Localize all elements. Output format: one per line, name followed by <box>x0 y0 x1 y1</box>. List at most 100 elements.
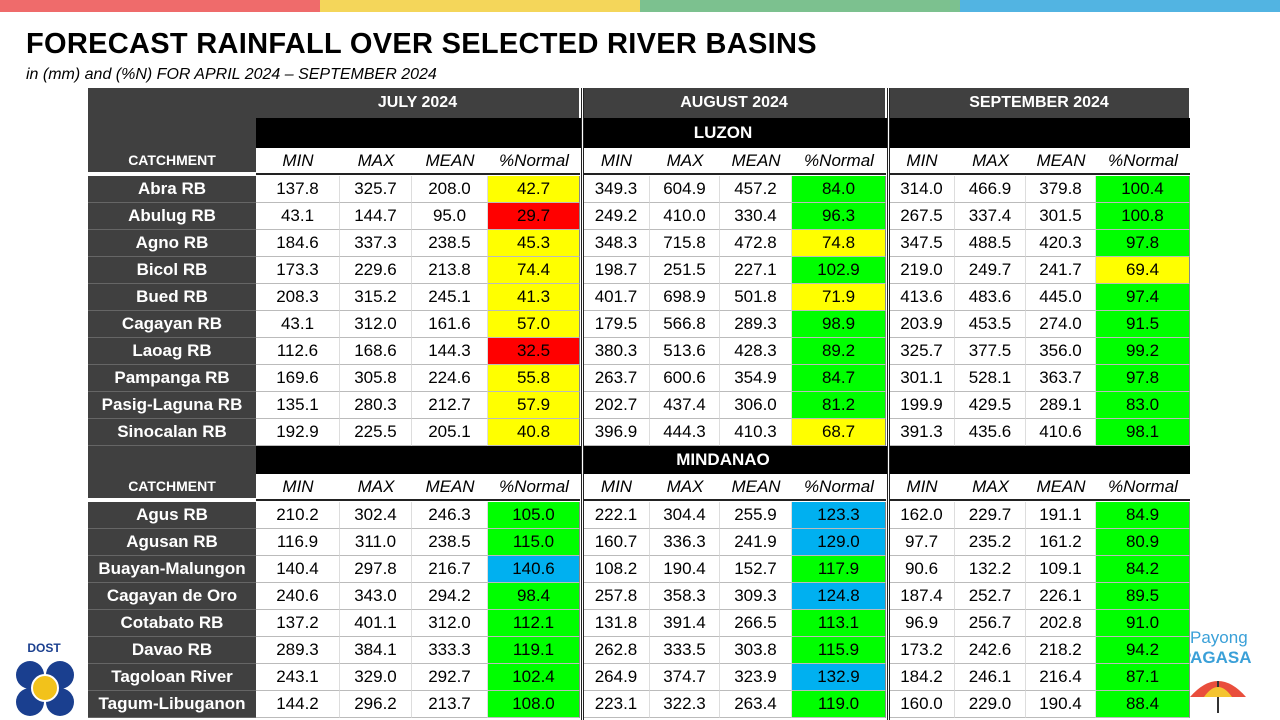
rainfall-value: 229.7 <box>955 502 1026 529</box>
rainfall-value: 169.6 <box>256 365 340 392</box>
percent-normal: 129.0 <box>792 529 886 556</box>
rainfall-value: 302.4 <box>340 502 412 529</box>
percent-normal: 80.9 <box>1096 529 1190 556</box>
column-header: MEAN <box>1026 474 1096 501</box>
pagasa-logo: Payong PAGASA <box>1180 628 1251 713</box>
percent-normal: 119.1 <box>488 637 580 664</box>
rainfall-value: 225.5 <box>340 419 412 446</box>
rainfall-value: 97.7 <box>889 529 955 556</box>
rainfall-value: 501.8 <box>720 284 792 311</box>
percent-normal: 123.3 <box>792 502 886 529</box>
rainfall-value: 160.7 <box>583 529 650 556</box>
rainfall-value: 600.6 <box>650 365 720 392</box>
rainfall-value: 190.4 <box>650 556 720 583</box>
month-header: JULY 2024 <box>256 88 580 118</box>
rainfall-value: 306.0 <box>720 392 792 419</box>
rainfall-value: 483.6 <box>955 284 1026 311</box>
column-header: MEAN <box>412 474 488 501</box>
rainfall-value: 205.1 <box>412 419 488 446</box>
rainfall-value: 384.1 <box>340 637 412 664</box>
rainfall-value: 401.7 <box>583 284 650 311</box>
rainfall-value: 488.5 <box>955 230 1026 257</box>
percent-normal: 84.7 <box>792 365 886 392</box>
percent-normal: 115.9 <box>792 637 886 664</box>
column-header: MIN <box>256 474 340 501</box>
percent-normal: 97.4 <box>1096 284 1190 311</box>
rainfall-value: 347.5 <box>889 230 955 257</box>
percent-normal: 98.9 <box>792 311 886 338</box>
rainfall-value: 152.7 <box>720 556 792 583</box>
column-header: %Normal <box>1096 148 1190 175</box>
rainfall-value: 301.1 <box>889 365 955 392</box>
rainfall-value: 698.9 <box>650 284 720 311</box>
rainfall-value: 280.3 <box>340 392 412 419</box>
rainfall-value: 192.9 <box>256 419 340 446</box>
percent-normal: 68.7 <box>792 419 886 446</box>
rainfall-value: 420.3 <box>1026 230 1096 257</box>
rainfall-value: 358.3 <box>650 583 720 610</box>
rainfall-value: 227.1 <box>720 257 792 284</box>
percent-normal: 97.8 <box>1096 230 1190 257</box>
rainfall-value: 243.1 <box>256 664 340 691</box>
rainfall-value: 224.6 <box>412 365 488 392</box>
rainfall-value: 255.9 <box>720 502 792 529</box>
rainfall-value: 190.4 <box>1026 691 1096 718</box>
header-corner <box>88 88 256 118</box>
rainfall-value: 435.6 <box>955 419 1026 446</box>
rainfall-value: 213.8 <box>412 257 488 284</box>
rainfall-value: 96.9 <box>889 610 955 637</box>
column-header: MAX <box>955 474 1026 501</box>
rainfall-value: 229.6 <box>340 257 412 284</box>
rainfall-value: 184.6 <box>256 230 340 257</box>
rainfall-value: 292.7 <box>412 664 488 691</box>
rainfall-value: 256.7 <box>955 610 1026 637</box>
rainfall-value: 444.3 <box>650 419 720 446</box>
catchment-name: Tagum-Libuganon <box>88 691 256 718</box>
rainfall-value: 349.3 <box>583 176 650 203</box>
rainfall-value: 43.1 <box>256 203 340 230</box>
rainfall-value: 314.0 <box>889 176 955 203</box>
rainfall-value: 241.9 <box>720 529 792 556</box>
rainfall-value: 216.7 <box>412 556 488 583</box>
percent-normal: 84.9 <box>1096 502 1190 529</box>
column-header: MAX <box>340 474 412 501</box>
column-header: MEAN <box>1026 148 1096 175</box>
percent-normal: 57.0 <box>488 311 580 338</box>
rainfall-value: 305.8 <box>340 365 412 392</box>
catchment-name: Davao RB <box>88 637 256 664</box>
percent-normal: 32.5 <box>488 338 580 365</box>
column-header: MEAN <box>720 474 792 501</box>
rainfall-value: 132.2 <box>955 556 1026 583</box>
percent-normal: 69.4 <box>1096 257 1190 284</box>
rainfall-value: 144.3 <box>412 338 488 365</box>
percent-normal: 40.8 <box>488 419 580 446</box>
color-strip <box>960 0 1280 12</box>
column-header: MAX <box>650 474 720 501</box>
rainfall-value: 325.7 <box>340 176 412 203</box>
percent-normal: 91.0 <box>1096 610 1190 637</box>
logo-text: Payong <box>1190 628 1248 647</box>
rainfall-value: 222.1 <box>583 502 650 529</box>
rainfall-value: 380.3 <box>583 338 650 365</box>
rainfall-value: 238.5 <box>412 529 488 556</box>
rainfall-value: 95.0 <box>412 203 488 230</box>
rainfall-value: 311.0 <box>340 529 412 556</box>
percent-normal: 119.0 <box>792 691 886 718</box>
catchment-name: Agno RB <box>88 230 256 257</box>
rainfall-value: 363.7 <box>1026 365 1096 392</box>
rainfall-value: 312.0 <box>412 610 488 637</box>
rainfall-value: 325.7 <box>889 338 955 365</box>
rainfall-value: 401.1 <box>340 610 412 637</box>
rainfall-value: 131.8 <box>583 610 650 637</box>
percent-normal: 45.3 <box>488 230 580 257</box>
rainfall-value: 457.2 <box>720 176 792 203</box>
column-header: MEAN <box>720 148 792 175</box>
rainfall-value: 179.5 <box>583 311 650 338</box>
rainfall-value: 216.4 <box>1026 664 1096 691</box>
column-header: %Normal <box>1096 474 1190 501</box>
logo-text: PAGASA <box>1180 648 1251 667</box>
logo-text: DOST <box>27 641 61 655</box>
rainfall-value: 168.6 <box>340 338 412 365</box>
rainfall-value: 161.6 <box>412 311 488 338</box>
